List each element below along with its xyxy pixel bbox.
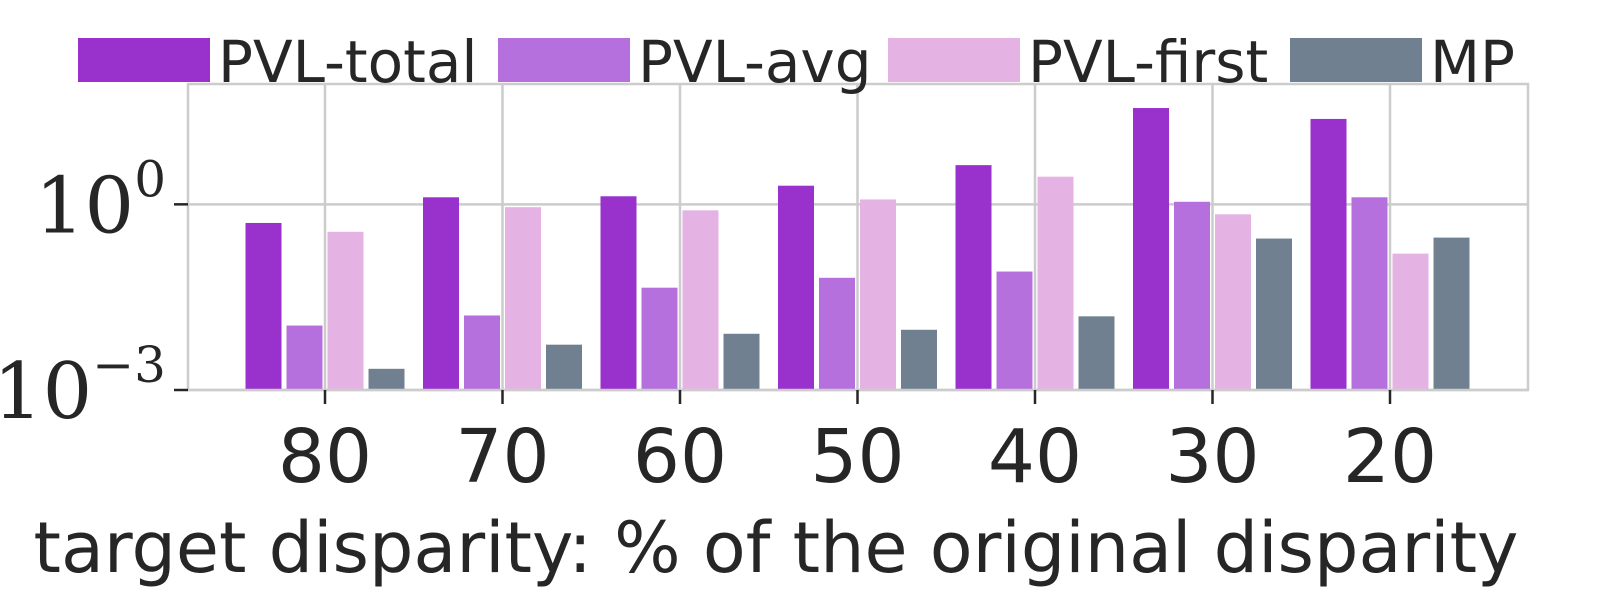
y-axis-ticks: 100 10−3 (0, 150, 188, 437)
bar (1078, 316, 1115, 390)
bar (901, 329, 937, 390)
bar (860, 199, 896, 390)
x-tick-label: 60 (633, 414, 727, 500)
bar (368, 368, 405, 390)
bar (1215, 214, 1251, 390)
legend-label: PVL-first (1028, 28, 1268, 96)
bar (723, 333, 760, 390)
bars (245, 108, 1470, 391)
bar (641, 287, 678, 390)
bar (1133, 108, 1169, 390)
bar (1433, 237, 1470, 390)
bar (778, 185, 814, 390)
legend: PVL-total PVL-avg PVL-first MP (78, 28, 1515, 96)
bar (1037, 176, 1074, 390)
bar (955, 165, 992, 390)
legend-swatch (498, 38, 630, 82)
y-tick-label: 100 (35, 150, 166, 251)
bar (1310, 118, 1347, 391)
bar (505, 207, 541, 390)
legend-label: PVL-total (218, 28, 478, 96)
x-tick-label: 80 (278, 414, 372, 500)
x-tick-label: 20 (1343, 414, 1437, 500)
bar (996, 271, 1033, 390)
legend-swatch (888, 38, 1020, 82)
x-tick-label: 30 (1165, 414, 1259, 500)
legend-swatch (78, 38, 210, 82)
legend-swatch (1290, 38, 1422, 82)
bar (464, 315, 500, 390)
x-axis-label: target disparity: % of the original disp… (34, 507, 1519, 589)
x-axis-ticks: 80 70 60 50 40 30 20 (278, 390, 1437, 500)
bar (286, 325, 323, 390)
bar (546, 344, 582, 390)
bar (1351, 197, 1388, 390)
bar (682, 210, 719, 390)
bar (819, 277, 855, 390)
legend-label: MP (1430, 28, 1515, 96)
y-tick-label: 10−3 (0, 336, 166, 437)
x-tick-label: 70 (455, 414, 549, 500)
bar (423, 197, 459, 390)
x-tick-label: 50 (810, 414, 904, 500)
bar (1256, 238, 1292, 390)
bar (1392, 253, 1429, 390)
bar (327, 231, 364, 390)
bar (1174, 201, 1210, 390)
bar (245, 222, 282, 390)
bar (600, 196, 637, 390)
x-tick-label: 40 (988, 414, 1082, 500)
legend-label: PVL-avg (638, 28, 872, 96)
